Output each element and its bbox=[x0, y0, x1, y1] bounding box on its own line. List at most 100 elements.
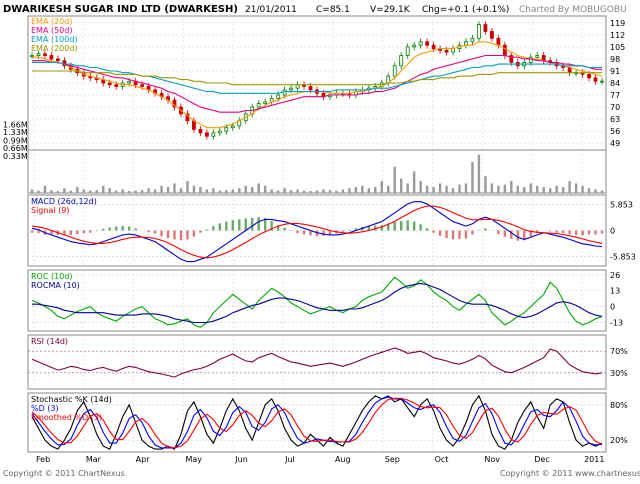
macd-histogram-bar bbox=[458, 231, 460, 239]
volume-bar bbox=[562, 187, 564, 193]
macd-histogram-bar bbox=[426, 228, 428, 230]
volume-bar bbox=[167, 187, 169, 193]
macd-histogram-bar bbox=[504, 231, 506, 237]
volume-bar bbox=[128, 191, 130, 193]
macd-histogram-bar bbox=[70, 231, 72, 235]
macd-histogram-bar bbox=[212, 226, 214, 230]
candle-body bbox=[432, 45, 435, 48]
macd-histogram-bar bbox=[568, 231, 570, 235]
y-tick-label: 49 bbox=[610, 139, 620, 148]
volume-bar bbox=[303, 191, 305, 193]
candle-body bbox=[50, 56, 53, 59]
macd-histogram-bar bbox=[167, 231, 169, 239]
legend-entry: EMA (20d) bbox=[31, 17, 72, 26]
legend-entry: Stochastic %K (14d) bbox=[31, 395, 112, 404]
volume-bar bbox=[510, 181, 512, 193]
volume-bar bbox=[290, 190, 292, 193]
macd-histogram-bar bbox=[322, 231, 324, 236]
candle-body bbox=[128, 81, 131, 83]
volume-bar bbox=[50, 190, 52, 193]
y-tick-label: 0 bbox=[610, 303, 615, 312]
volume-bar bbox=[37, 191, 39, 193]
volume-bar bbox=[173, 183, 175, 193]
volume-bar bbox=[89, 191, 91, 193]
volume-bar bbox=[536, 186, 538, 193]
volume-bar bbox=[426, 186, 428, 193]
volume-bar bbox=[419, 181, 421, 193]
volume-bar bbox=[296, 189, 298, 193]
volume-bar bbox=[115, 191, 117, 193]
volume-bar bbox=[523, 187, 525, 193]
candle-body bbox=[43, 54, 46, 56]
macd-histogram-bar bbox=[193, 231, 195, 237]
legend-entry: ROC (10d) bbox=[31, 272, 72, 281]
volume-bar bbox=[57, 191, 59, 193]
y-tick-label: 5.853 bbox=[610, 201, 633, 210]
candle-body bbox=[192, 121, 195, 130]
macd-histogram-bar bbox=[575, 231, 577, 235]
macd-histogram-bar bbox=[445, 231, 447, 239]
volume-bar bbox=[458, 185, 460, 193]
macd-histogram-bar bbox=[594, 231, 596, 235]
volume-bar bbox=[400, 179, 402, 193]
candle-body bbox=[601, 81, 604, 82]
macd-histogram-bar bbox=[562, 231, 564, 234]
y-tick-label: 56 bbox=[610, 127, 620, 136]
macd-histogram-bar bbox=[581, 231, 583, 236]
volume-bar bbox=[387, 186, 389, 193]
volume-bar bbox=[264, 186, 266, 193]
candle-body bbox=[277, 95, 280, 98]
volume-bar bbox=[232, 189, 234, 193]
candle-body bbox=[309, 86, 312, 89]
legend-entry: ROCMA (10) bbox=[31, 281, 80, 290]
volume-bar bbox=[361, 186, 363, 193]
volume-bar bbox=[121, 189, 123, 193]
macd-histogram-bar bbox=[206, 230, 208, 231]
y-tick-label: 20% bbox=[610, 436, 628, 445]
volume-y-tick-label: 0.33M bbox=[3, 152, 28, 161]
x-tick-label: Oct bbox=[435, 455, 449, 464]
x-tick-label: Apr bbox=[136, 455, 151, 464]
macd-histogram-bar bbox=[102, 229, 104, 231]
macd-histogram-bar bbox=[180, 231, 182, 241]
candle-body bbox=[588, 74, 591, 77]
macd-histogram-bar bbox=[121, 226, 123, 230]
candle-body bbox=[205, 133, 208, 136]
volume-bar bbox=[141, 190, 143, 193]
macd-histogram-bar bbox=[134, 228, 136, 230]
legend-entry: RSI (14d) bbox=[31, 337, 68, 346]
macd-histogram-bar bbox=[251, 218, 253, 230]
macd-histogram-bar bbox=[199, 231, 201, 233]
volume-bar bbox=[432, 187, 434, 193]
x-tick-label: 2011 bbox=[584, 455, 604, 464]
candle-body bbox=[445, 50, 448, 52]
volume-bar bbox=[497, 186, 499, 193]
y-tick-label: 77 bbox=[610, 91, 620, 100]
candle-body bbox=[108, 83, 111, 85]
volume-bar bbox=[322, 189, 324, 193]
macd-histogram-bar bbox=[303, 231, 305, 235]
candle-body bbox=[264, 102, 267, 104]
volume-bar bbox=[471, 162, 473, 193]
volume-bar bbox=[154, 189, 156, 193]
y-tick-label: -5.853 bbox=[610, 252, 636, 261]
x-tick-label: Dec bbox=[534, 455, 549, 464]
macd-histogram-bar bbox=[601, 231, 603, 234]
volume-bar bbox=[76, 187, 78, 193]
candle-body bbox=[484, 25, 487, 32]
macd-histogram-bar bbox=[173, 231, 175, 240]
volume-bar bbox=[394, 167, 396, 193]
macd-histogram-bar bbox=[400, 221, 402, 230]
volume-bar bbox=[517, 186, 519, 193]
macd-histogram-bar bbox=[283, 228, 285, 231]
volume-bar bbox=[549, 188, 551, 193]
volume-bar bbox=[413, 172, 415, 194]
x-tick-label: Aug bbox=[335, 455, 351, 464]
macd-histogram-bar bbox=[115, 227, 117, 231]
macd-histogram-bar bbox=[471, 231, 473, 235]
macd-histogram-bar bbox=[406, 220, 408, 230]
macd-histogram-bar bbox=[484, 228, 486, 230]
y-tick-label: -13 bbox=[610, 318, 623, 327]
macd-histogram-bar bbox=[147, 231, 149, 233]
